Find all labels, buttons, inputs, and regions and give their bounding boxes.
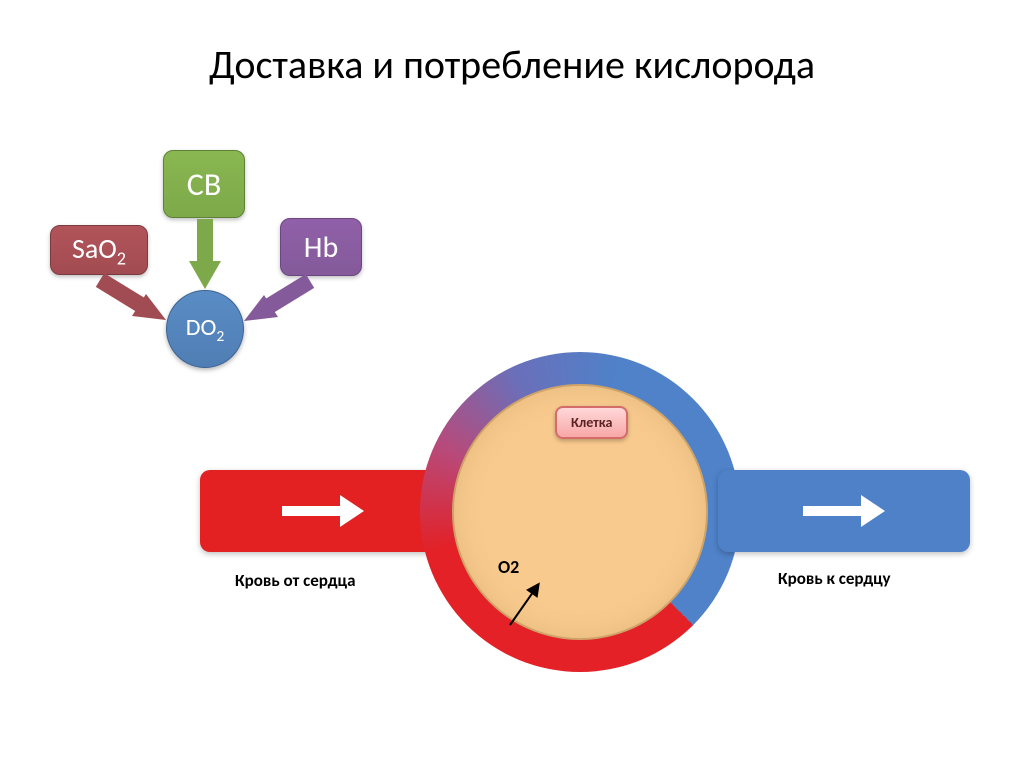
white-arrow-icon — [282, 495, 364, 527]
factor-cv-arrow — [187, 219, 223, 291]
page-title: Доставка и потребление кислорода — [0, 40, 1024, 89]
o2-label: O2 — [498, 556, 519, 578]
do2-label: DO2 — [186, 313, 225, 346]
factor-hb-arrow — [236, 277, 316, 327]
blood-from-heart-arrow — [200, 470, 445, 552]
factor-cv-label: СВ — [187, 165, 221, 204]
caption-blood-to-heart: Кровь к сердцу — [778, 568, 891, 589]
factor-sao2-label: SaO2 — [72, 231, 126, 270]
caption-blood-from-heart: Кровь от сердца — [235, 570, 355, 591]
cell-badge: Клетка — [555, 406, 628, 439]
factor-sao2-box: SaO2 — [50, 225, 148, 275]
do2-circle: DO2 — [166, 290, 244, 368]
blood-to-heart-arrow — [718, 470, 970, 552]
factor-hb-label: Hb — [304, 229, 338, 266]
factor-cv-box: СВ — [163, 150, 245, 218]
factor-sao2-arrow — [94, 276, 174, 326]
factor-hb-box: Hb — [280, 218, 362, 276]
white-arrow-icon — [803, 495, 885, 527]
